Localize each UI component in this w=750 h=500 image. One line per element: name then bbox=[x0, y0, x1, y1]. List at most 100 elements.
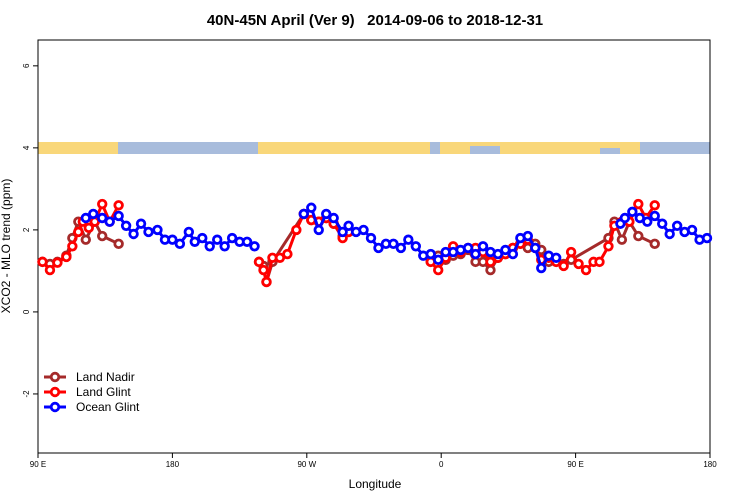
point bbox=[167, 234, 178, 245]
point bbox=[492, 248, 504, 260]
legend-marker bbox=[49, 386, 61, 398]
point bbox=[462, 242, 474, 254]
point bbox=[88, 208, 99, 220]
point bbox=[485, 264, 496, 276]
point bbox=[174, 238, 186, 250]
point bbox=[395, 242, 407, 254]
point bbox=[211, 234, 223, 245]
point bbox=[183, 226, 195, 238]
point bbox=[261, 276, 272, 288]
y-tick-label: 4 bbox=[22, 145, 31, 150]
x-tick-label: 180 bbox=[703, 460, 717, 469]
point bbox=[97, 212, 108, 224]
point bbox=[633, 230, 644, 242]
point bbox=[104, 216, 115, 227]
point bbox=[321, 208, 332, 220]
legend-marker bbox=[49, 401, 61, 413]
point bbox=[616, 234, 628, 245]
point bbox=[649, 210, 660, 222]
point bbox=[128, 228, 139, 240]
point bbox=[313, 224, 324, 236]
x-axis-label: Longitude bbox=[349, 477, 402, 491]
point bbox=[619, 212, 631, 224]
point bbox=[522, 230, 534, 242]
point bbox=[52, 257, 63, 268]
point bbox=[226, 232, 238, 244]
legend-marker bbox=[49, 371, 61, 383]
point bbox=[343, 220, 354, 231]
point bbox=[500, 244, 511, 256]
y-axis-label: XCO2 - MLO trend (ppm) bbox=[0, 179, 13, 314]
point bbox=[634, 212, 646, 224]
point bbox=[189, 236, 200, 247]
point bbox=[649, 238, 660, 250]
point bbox=[135, 218, 147, 229]
legend-label: Land Nadir bbox=[76, 370, 135, 384]
point bbox=[291, 224, 302, 236]
point bbox=[358, 224, 369, 236]
point bbox=[642, 216, 653, 227]
ocean-strip bbox=[600, 148, 620, 154]
point bbox=[530, 242, 541, 254]
x-tick-label: 90 E bbox=[567, 460, 583, 469]
point bbox=[470, 248, 481, 260]
point bbox=[425, 248, 436, 260]
point bbox=[686, 224, 698, 236]
point bbox=[37, 256, 48, 268]
point bbox=[657, 218, 668, 229]
point bbox=[507, 248, 519, 260]
x-tick-label: 90 E bbox=[30, 460, 46, 469]
point bbox=[671, 220, 683, 231]
point bbox=[113, 210, 124, 222]
point bbox=[485, 256, 496, 268]
point bbox=[97, 198, 108, 210]
point bbox=[61, 251, 72, 263]
point bbox=[373, 242, 384, 254]
point bbox=[558, 260, 569, 272]
x-tick-label: 90 W bbox=[297, 460, 316, 469]
point bbox=[80, 212, 91, 224]
point bbox=[627, 206, 638, 218]
point bbox=[249, 241, 260, 252]
point bbox=[603, 241, 614, 252]
point bbox=[241, 236, 253, 247]
point bbox=[44, 264, 56, 276]
point bbox=[365, 232, 377, 244]
legend-label: Ocean Glint bbox=[76, 400, 140, 414]
land-strip bbox=[38, 142, 118, 154]
y-tick-label: 6 bbox=[22, 63, 31, 68]
point bbox=[594, 256, 605, 268]
point bbox=[410, 241, 422, 252]
y-tick-label: -2 bbox=[22, 390, 31, 398]
point bbox=[536, 262, 547, 274]
point bbox=[306, 202, 317, 213]
y-tick-label: 0 bbox=[22, 309, 31, 314]
point bbox=[152, 224, 163, 236]
land-ocean-band bbox=[38, 142, 710, 154]
point bbox=[328, 212, 339, 224]
legend-label: Land Glint bbox=[76, 385, 131, 399]
point bbox=[580, 264, 592, 276]
plot-frame bbox=[37, 39, 711, 454]
point bbox=[258, 264, 269, 276]
point bbox=[120, 220, 132, 231]
point bbox=[664, 228, 675, 240]
y-tick-label: 2 bbox=[22, 227, 31, 232]
x-tick-label: 180 bbox=[166, 460, 180, 469]
point bbox=[298, 208, 310, 220]
point bbox=[550, 252, 562, 263]
point bbox=[143, 226, 154, 238]
point bbox=[282, 248, 293, 260]
land-strip bbox=[258, 142, 430, 154]
point bbox=[204, 241, 215, 252]
point bbox=[477, 241, 489, 252]
point bbox=[97, 230, 108, 242]
point bbox=[274, 252, 286, 263]
point bbox=[80, 234, 91, 245]
point bbox=[433, 254, 444, 266]
point bbox=[433, 264, 444, 276]
chart-title: 40N-45N April (Ver 9) 2014-09-06 to 2018… bbox=[207, 12, 543, 29]
point bbox=[388, 238, 399, 250]
point bbox=[83, 222, 94, 234]
